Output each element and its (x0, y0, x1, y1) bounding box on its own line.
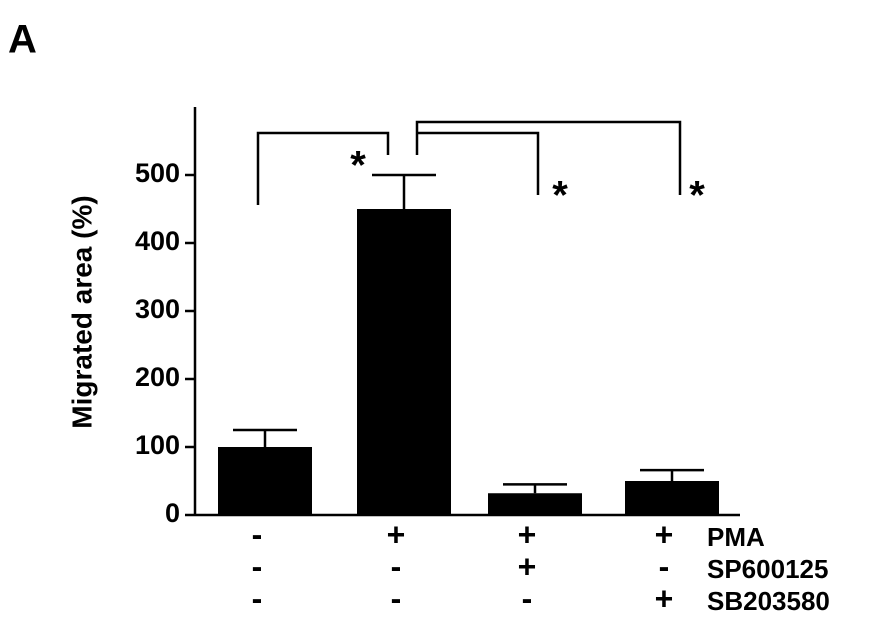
condition-symbol: - (659, 548, 670, 584)
condition-symbol: + (518, 516, 537, 552)
condition-name: PMA (707, 522, 765, 552)
condition-symbol: - (522, 580, 533, 616)
condition-name: SB203580 (707, 586, 830, 616)
significance-bracket (415, 120, 682, 195)
y-tick-label: 100 (135, 430, 180, 460)
significance-star: * (689, 174, 705, 218)
bar (625, 481, 719, 515)
significance-bracket (256, 131, 390, 205)
condition-symbol: + (655, 580, 674, 616)
condition-symbol: - (252, 516, 263, 552)
condition-symbol: - (391, 548, 402, 584)
bar (357, 209, 451, 515)
condition-symbol: + (655, 516, 674, 552)
y-tick-label: 0 (165, 498, 180, 528)
condition-symbol: + (518, 548, 537, 584)
significance-bracket (417, 131, 540, 195)
panel-label: A (8, 18, 37, 62)
significance-star: * (552, 174, 568, 218)
condition-symbol: - (252, 580, 263, 616)
y-tick-label: 200 (135, 362, 180, 392)
bar (218, 447, 312, 515)
condition-name: SP600125 (707, 554, 828, 584)
condition-symbol: - (391, 580, 402, 616)
bar (488, 493, 582, 515)
y-tick-label: 400 (135, 226, 180, 256)
condition-symbol: - (252, 548, 263, 584)
y-axis-label: Migrated area (%) (66, 195, 97, 428)
significance-star: * (350, 144, 366, 188)
y-tick-label: 300 (135, 294, 180, 324)
condition-symbol: + (387, 516, 406, 552)
y-tick-label: 500 (135, 158, 180, 188)
